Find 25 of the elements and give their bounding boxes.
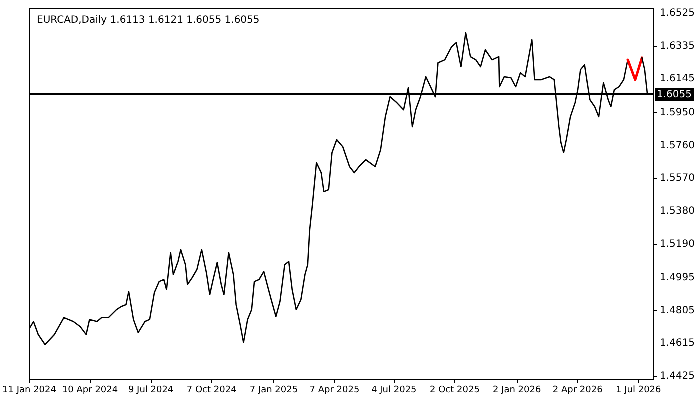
y-tick-label: 1.4425 (660, 371, 695, 382)
x-tick-label: 2 Jan 2026 (492, 386, 542, 396)
y-tick-label: 1.5190 (660, 238, 695, 250)
y-tick-label: 1.5380 (660, 206, 695, 217)
y-tick-label: 1.4805 (660, 305, 695, 316)
x-tick-label: 2 Apr 2026 (552, 386, 604, 396)
x-tick-label: 10 Apr 2024 (62, 386, 118, 396)
ref-line-label: 1.6055 (657, 89, 692, 100)
x-tick-label: 7 Jan 2025 (250, 386, 298, 396)
x-tick-label: 11 Jan 2024 (2, 386, 57, 396)
y-tick-label: 1.6145 (660, 74, 695, 85)
y-tick-label: 1.5570 (660, 173, 695, 184)
y-tick-label: 1.5760 (660, 140, 695, 152)
y-tick-label: 1.6335 (660, 40, 695, 52)
x-tick-label: 4 Jul 2025 (372, 386, 417, 396)
x-tick-label: 9 Jul 2024 (128, 386, 174, 396)
x-tick-label: 2 Oct 2025 (430, 386, 480, 396)
x-tick-label: 7 Apr 2025 (310, 386, 360, 396)
text: EURCAD,Daily 1.6113 1.6121 1.6055 1.6055 (37, 15, 260, 26)
y-tick-label: 1.5950 (660, 107, 695, 118)
y-tick-label: 1.4615 (660, 338, 695, 350)
y-tick-label: 1.6525 (660, 8, 695, 20)
x-tick-label: 7 Oct 2024 (186, 386, 238, 396)
x-tick-label: 1 Jul 2026 (616, 386, 662, 396)
y-tick-label: 1.4995 (660, 272, 695, 284)
